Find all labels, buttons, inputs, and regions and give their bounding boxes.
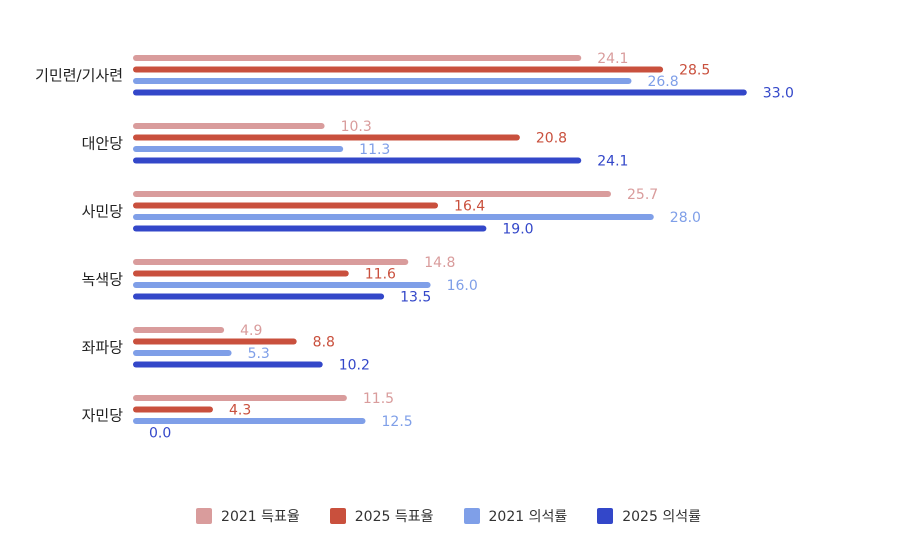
value-label: 19.0 [502, 222, 533, 238]
value-label: 24.1 [597, 51, 628, 67]
legend-item-2025-seat[interactable]: 2025 의석률 [597, 506, 701, 526]
value-label: 4.9 [240, 323, 262, 339]
bar-1[interactable] [133, 259, 409, 265]
bar-4[interactable] [133, 89, 747, 96]
category-label: 좌파당 [82, 338, 124, 356]
legend-label-2021-seat: 2021 의석률 [488, 509, 568, 525]
value-label: 14.8 [424, 255, 455, 271]
value-label: 33.0 [763, 86, 794, 102]
bar-2[interactable] [133, 66, 664, 73]
value-label: 16.0 [447, 278, 478, 294]
legend-label-2025-seat: 2025 의석률 [622, 509, 701, 525]
bar-4[interactable] [133, 225, 487, 232]
value-label: 28.0 [670, 210, 701, 226]
bar-3[interactable] [133, 78, 632, 84]
legend-item-2025-vote[interactable]: 2025 득표율 [329, 506, 434, 526]
value-label: 10.3 [341, 119, 372, 135]
legend-swatch-2021-seat [463, 508, 480, 524]
bar-chart: 기민련/기사련 24.1 28.526.8 33.0 대안당 10.3 20.8 11.3 24… [35, 51, 794, 442]
bar-2[interactable] [133, 134, 520, 141]
bar-3[interactable] [133, 418, 366, 424]
bar-4[interactable] [133, 293, 385, 300]
value-label: 13.5 [400, 290, 431, 306]
bar-2[interactable] [133, 338, 297, 345]
value-label: 4.3 [229, 403, 251, 419]
bar-3[interactable] [133, 146, 344, 152]
value-label: 10.2 [339, 358, 370, 374]
bar-2[interactable] [133, 270, 349, 277]
legend-item-2021-seat[interactable]: 2021 의석률 [463, 506, 568, 526]
value-label: 11.5 [363, 391, 394, 407]
bar-3[interactable] [133, 214, 654, 220]
bar-2[interactable] [133, 202, 439, 209]
bar-3[interactable] [133, 350, 232, 356]
legend-label-2025-vote: 2025 득표율 [354, 509, 434, 525]
value-label: 28.5 [679, 63, 710, 79]
legend-swatch-2021-vote [196, 508, 213, 524]
bar-2[interactable] [133, 406, 213, 413]
legend-label-2021-vote: 2021 득표율 [221, 509, 300, 525]
value-label: 5.3 [248, 346, 270, 362]
value-label: 20.8 [536, 131, 567, 147]
bar-1[interactable] [133, 327, 225, 333]
value-label: 11.3 [359, 142, 390, 158]
bar-3[interactable] [133, 282, 431, 288]
legend-swatch-2025-vote [329, 508, 346, 524]
bar-1[interactable] [133, 123, 325, 129]
category-label: 자민당 [82, 406, 124, 424]
bar-1[interactable] [133, 395, 347, 401]
legend-swatch-2025-seat [597, 508, 614, 524]
legend: 2021 득표율 2025 득표율 2021 의석률 2025 의석률 [0, 506, 897, 526]
category-label: 사민당 [82, 202, 124, 220]
bar-4[interactable] [133, 157, 582, 164]
bar-1[interactable] [133, 191, 612, 197]
category-label: 대안당 [82, 134, 124, 152]
category-label: 기민련/기사련 [35, 66, 123, 84]
value-label: 16.4 [454, 199, 485, 215]
value-label: 24.1 [597, 154, 628, 170]
value-label: 26.8 [647, 74, 678, 90]
bar-4[interactable] [133, 361, 323, 368]
value-label: 11.6 [365, 267, 396, 283]
bar-1[interactable] [133, 55, 582, 61]
value-label: 25.7 [627, 187, 658, 203]
value-label: 8.8 [313, 335, 335, 351]
value-label: 0.0 [149, 426, 171, 442]
legend-item-2021-vote[interactable]: 2021 득표율 [196, 506, 300, 526]
category-label: 녹색당 [82, 270, 124, 288]
value-label: 12.5 [382, 414, 413, 430]
